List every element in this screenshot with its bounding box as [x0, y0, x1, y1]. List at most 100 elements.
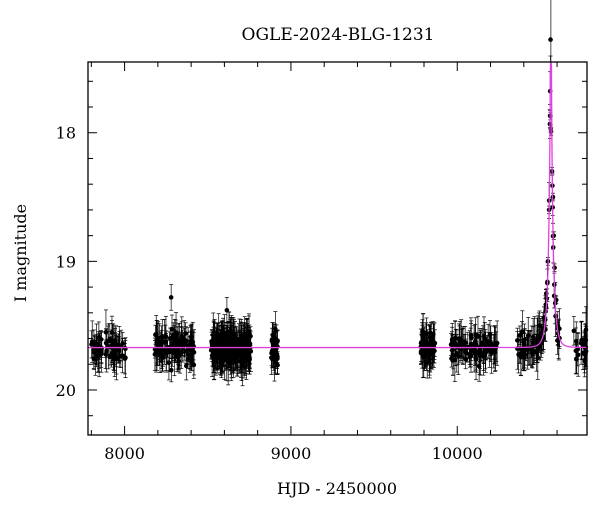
data-point	[221, 348, 227, 367]
data-marker	[220, 336, 226, 342]
data-marker	[455, 353, 461, 359]
data-point	[228, 322, 233, 368]
data-point	[94, 323, 99, 365]
data-marker	[424, 339, 430, 345]
data-point	[574, 344, 579, 375]
data-marker	[449, 341, 455, 347]
data-point	[166, 345, 172, 381]
data-marker	[552, 265, 557, 271]
data-marker	[224, 307, 230, 313]
data-marker	[491, 349, 497, 354]
data-marker	[153, 333, 159, 338]
data-point	[449, 349, 454, 368]
data-point	[246, 338, 252, 375]
data-marker	[226, 329, 232, 335]
data-marker	[519, 329, 525, 335]
data-marker	[164, 348, 169, 353]
data-point	[424, 331, 430, 353]
data-marker	[176, 358, 182, 364]
data-point	[529, 339, 535, 367]
data-marker	[94, 341, 99, 347]
data-point	[535, 315, 541, 360]
data-marker	[477, 353, 482, 358]
data-marker	[529, 350, 535, 356]
x-tick-label: 10000	[432, 444, 483, 463]
data-point	[89, 330, 94, 359]
data-marker	[573, 348, 579, 354]
data-point	[242, 332, 248, 359]
data-marker	[210, 332, 216, 338]
data-point	[473, 337, 479, 381]
data-marker	[419, 343, 425, 348]
data-marker	[179, 335, 184, 341]
y-tick-label: 19	[56, 252, 76, 271]
data-point	[578, 321, 584, 365]
data-marker	[210, 351, 216, 357]
data-point	[476, 350, 482, 382]
data-marker	[175, 337, 181, 343]
data-marker	[98, 336, 104, 342]
data-point	[170, 332, 175, 359]
data-point	[91, 329, 97, 370]
data-marker	[481, 352, 487, 358]
data-point	[491, 334, 497, 369]
data-marker	[226, 352, 231, 358]
data-point	[157, 323, 162, 366]
plot-frame	[87, 61, 588, 436]
data-point	[571, 316, 577, 346]
data-marker	[211, 360, 217, 366]
data-point	[449, 331, 455, 357]
data-marker	[103, 340, 109, 346]
data-points	[89, 0, 589, 387]
data-marker	[522, 355, 527, 360]
data-point	[552, 263, 557, 273]
data-marker	[89, 342, 94, 347]
data-marker	[582, 358, 587, 364]
x-tick-label: 9000	[271, 444, 312, 463]
data-point	[226, 343, 231, 367]
data-point	[481, 345, 487, 364]
data-point	[110, 329, 115, 352]
data-marker	[211, 341, 217, 347]
data-marker	[190, 339, 196, 345]
data-point	[164, 330, 169, 371]
data-marker	[524, 345, 530, 351]
y-axis-label: I magnitude	[11, 204, 30, 302]
data-marker	[170, 333, 176, 339]
data-marker	[473, 356, 479, 362]
data-marker	[430, 331, 436, 337]
data-point	[114, 341, 120, 359]
data-marker	[157, 342, 162, 347]
data-marker	[535, 335, 541, 340]
data-marker	[420, 329, 426, 335]
data-marker	[424, 360, 430, 365]
data-point	[103, 328, 109, 358]
model-curve	[88, 61, 587, 349]
data-marker	[477, 346, 483, 351]
data-marker	[467, 352, 472, 357]
data-marker	[103, 352, 108, 357]
data-point	[455, 336, 461, 375]
data-point	[419, 334, 425, 357]
data-marker	[481, 333, 487, 339]
data-point	[181, 335, 187, 354]
data-marker	[114, 348, 120, 353]
data-marker	[183, 331, 188, 336]
data-marker	[114, 356, 119, 362]
data-point	[191, 351, 197, 379]
data-point	[210, 340, 216, 367]
data-marker	[110, 338, 115, 344]
data-marker	[216, 341, 222, 347]
data-point	[575, 333, 581, 377]
data-marker	[166, 360, 172, 365]
data-marker	[452, 357, 458, 363]
data-marker	[520, 347, 525, 352]
data-point	[480, 325, 486, 364]
data-point	[474, 333, 479, 373]
data-marker	[574, 356, 579, 362]
axis-ticks	[88, 62, 587, 435]
data-point	[520, 329, 525, 370]
data-marker	[474, 350, 479, 356]
data-point	[171, 338, 177, 361]
